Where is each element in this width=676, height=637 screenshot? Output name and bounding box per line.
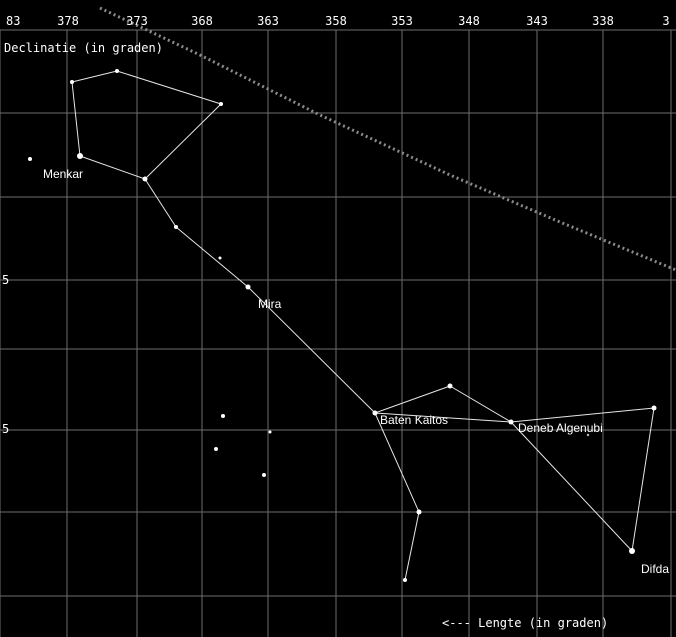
star-s14 xyxy=(416,509,422,515)
star-s18 xyxy=(268,430,272,434)
x-tick-label: 363 xyxy=(257,14,279,28)
star-label: Difda xyxy=(641,562,669,576)
x-tick-label: 348 xyxy=(458,14,480,28)
star-s20 xyxy=(262,473,266,477)
star-s1 xyxy=(70,80,74,84)
x-tick-label: 358 xyxy=(325,14,347,28)
star-label: Deneb Algenubi xyxy=(518,421,603,435)
x-axis-label: <--- Lengte (in graden) xyxy=(442,616,608,630)
edge-s8-s9 xyxy=(247,286,376,414)
star-menkar xyxy=(77,153,83,159)
edge-s11-s12 xyxy=(510,407,655,423)
x-tick-label: 378 xyxy=(57,14,79,28)
edge-s6-s8 xyxy=(175,226,249,288)
stars xyxy=(28,69,657,582)
edge-s4-s1 xyxy=(71,81,81,157)
x-tick-label: 338 xyxy=(592,14,614,28)
edge-s10-s11 xyxy=(449,385,512,423)
star-s15 xyxy=(403,578,407,582)
star-s6 xyxy=(174,225,178,229)
star-label: Baten Kaitos xyxy=(380,413,448,427)
star-label: Menkar xyxy=(43,167,83,181)
star-s7 xyxy=(218,256,222,260)
edge-s3-s5 xyxy=(144,103,222,180)
star-labels: Menkar Mira Baten Kaitos Deneb Algenubi Difd… xyxy=(43,167,669,576)
edge-s1-s2 xyxy=(71,70,118,83)
edge-s2-s3 xyxy=(116,70,222,105)
edge-s14-s15 xyxy=(404,511,420,581)
star-difda xyxy=(629,548,635,554)
star-s5 xyxy=(142,176,148,182)
star-s17 xyxy=(221,414,225,418)
grid-lines xyxy=(0,29,676,637)
x-tick-label: 3 xyxy=(662,14,669,28)
star-baten-kaitos xyxy=(372,410,378,416)
star-mira xyxy=(245,284,251,290)
edge-s9-s10 xyxy=(374,385,451,414)
star-s19 xyxy=(214,447,218,451)
star-s2 xyxy=(115,69,119,73)
star-faint xyxy=(586,433,590,437)
x-tick-label: 353 xyxy=(391,14,413,28)
star-s16 xyxy=(28,157,32,161)
x-tick-label: 368 xyxy=(191,14,213,28)
edge-s9-s11 xyxy=(374,412,512,423)
star-s3 xyxy=(219,102,223,106)
star-s10 xyxy=(447,383,453,389)
edge-s4-s5 xyxy=(79,155,146,180)
y-tick-label: 5 xyxy=(2,273,9,287)
edge-s5-s6 xyxy=(144,178,177,228)
constellation-lines xyxy=(71,70,655,581)
ecliptic-line xyxy=(99,6,676,272)
edge-s11-s13 xyxy=(510,421,633,552)
x-tick-labels: 83 378 373 368 363 358 353 348 343 338 3 xyxy=(6,14,670,28)
y-axis-label: Declinatie (in graden) xyxy=(4,41,163,55)
star-s12 xyxy=(651,405,657,411)
star-label: Mira xyxy=(258,297,282,311)
x-tick-label: 373 xyxy=(126,14,148,28)
edge-s9-s14 xyxy=(374,412,420,513)
x-tick-label: 83 xyxy=(6,14,20,28)
y-tick-label: 5 xyxy=(2,422,9,436)
star-deneb-algenubi xyxy=(508,419,514,425)
edge-s12-s13 xyxy=(631,407,655,552)
x-tick-label: 343 xyxy=(526,14,548,28)
y-tick-labels: 55 xyxy=(2,273,9,436)
